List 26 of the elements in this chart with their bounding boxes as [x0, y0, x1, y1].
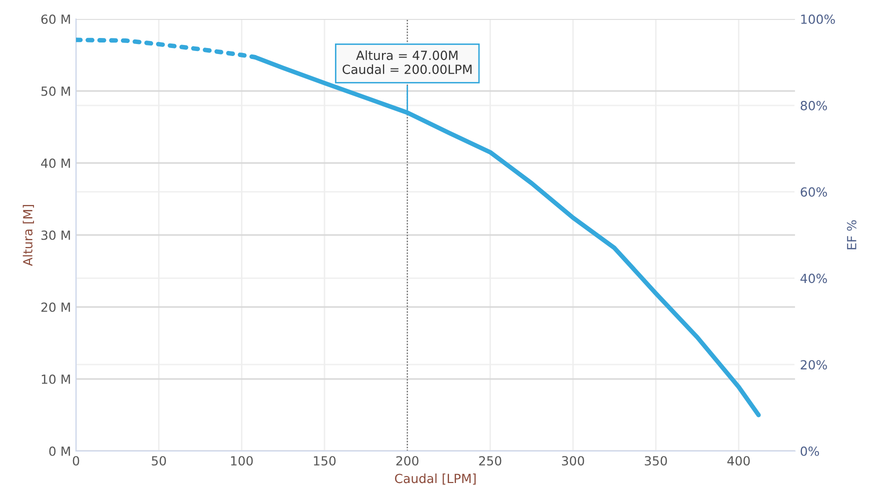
x-tick-label: 200: [396, 456, 418, 466]
x-tick-label: 400: [727, 456, 750, 466]
y2-tick-label: 80%: [800, 100, 827, 110]
annotation: Altura = 47.00M Caudal = 200.00LPM: [342, 50, 472, 74]
y-tick-label: 40 M: [41, 158, 70, 168]
y-tick-label: 10 M: [42, 374, 70, 384]
y-tick-label: 0 M: [49, 446, 70, 456]
x-tick-label: 0: [72, 456, 80, 466]
y-axis-title: Altura [M]: [22, 204, 34, 266]
x-tick-label: 150: [314, 456, 336, 466]
y-tick-label: 30 M: [41, 230, 70, 240]
x-tick-label: 250: [479, 456, 502, 466]
y2-tick-label: 40%: [800, 274, 827, 284]
x-tick-label: 100: [231, 456, 253, 466]
y-tick-label: 60 M: [41, 14, 70, 24]
y-tick-label: 20 M: [41, 302, 70, 312]
x-tick-label: 50: [152, 456, 166, 466]
y2-tick-label: 60%: [800, 187, 827, 197]
y-tick-label: 50 M: [41, 86, 70, 96]
y2-axis-title: EF %: [846, 220, 856, 250]
x-tick-label: 300: [562, 456, 584, 466]
y2-tick-label: 0%: [800, 446, 819, 456]
x-axis-title: Caudal [LPM]: [395, 474, 476, 485]
x-tick-label: 350: [644, 456, 667, 466]
y2-tick-label: 100%: [801, 14, 835, 24]
y2-tick-label: 20%: [800, 360, 827, 370]
